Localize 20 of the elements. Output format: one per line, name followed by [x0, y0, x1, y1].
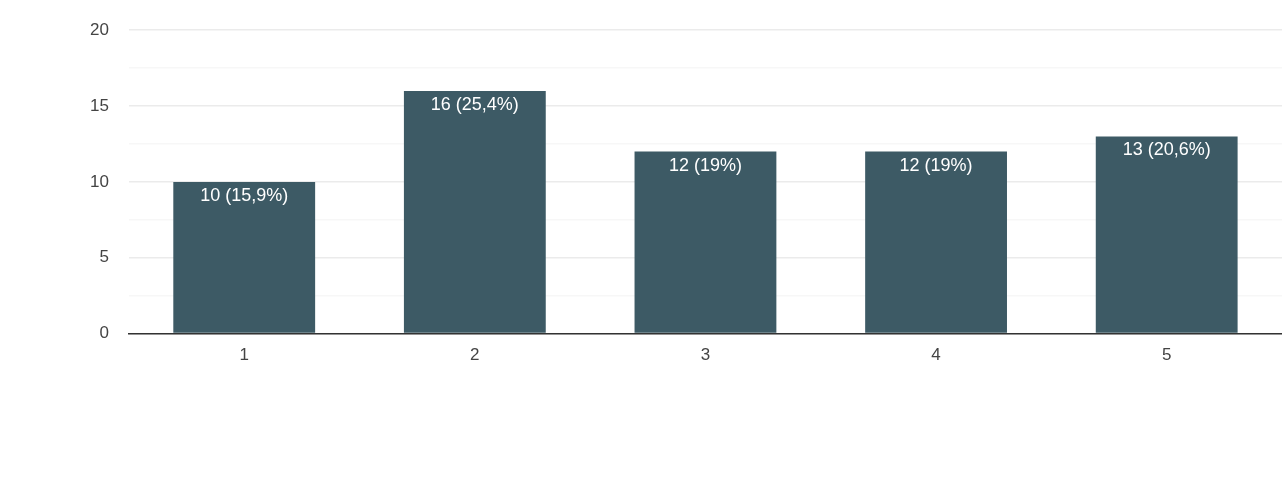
x-tick-label: 3 [700, 345, 711, 365]
y-tick-label: 5 [99, 247, 109, 267]
data-label: 16 (25,4%) [430, 93, 519, 114]
data-label: 13 (20,6%) [1122, 139, 1211, 160]
bar [865, 151, 1007, 333]
x-tick-label: 1 [239, 345, 249, 365]
bar [634, 151, 777, 333]
bar [1095, 136, 1238, 333]
x-tick-label: 5 [1161, 345, 1172, 365]
data-label: 10 (15,9%) [200, 184, 289, 205]
y-tick-label: 20 [89, 19, 109, 39]
bar [403, 90, 546, 333]
y-tick-label: 10 [89, 171, 109, 191]
data-label: 12 (19%) [668, 154, 742, 175]
bar [173, 181, 316, 333]
y-tick-label: 0 [99, 323, 109, 343]
y-tick-label: 15 [89, 95, 109, 115]
x-tick-label: 2 [470, 345, 480, 365]
data-label: 12 (19%) [899, 154, 973, 175]
x-tick-label: 4 [931, 345, 941, 365]
